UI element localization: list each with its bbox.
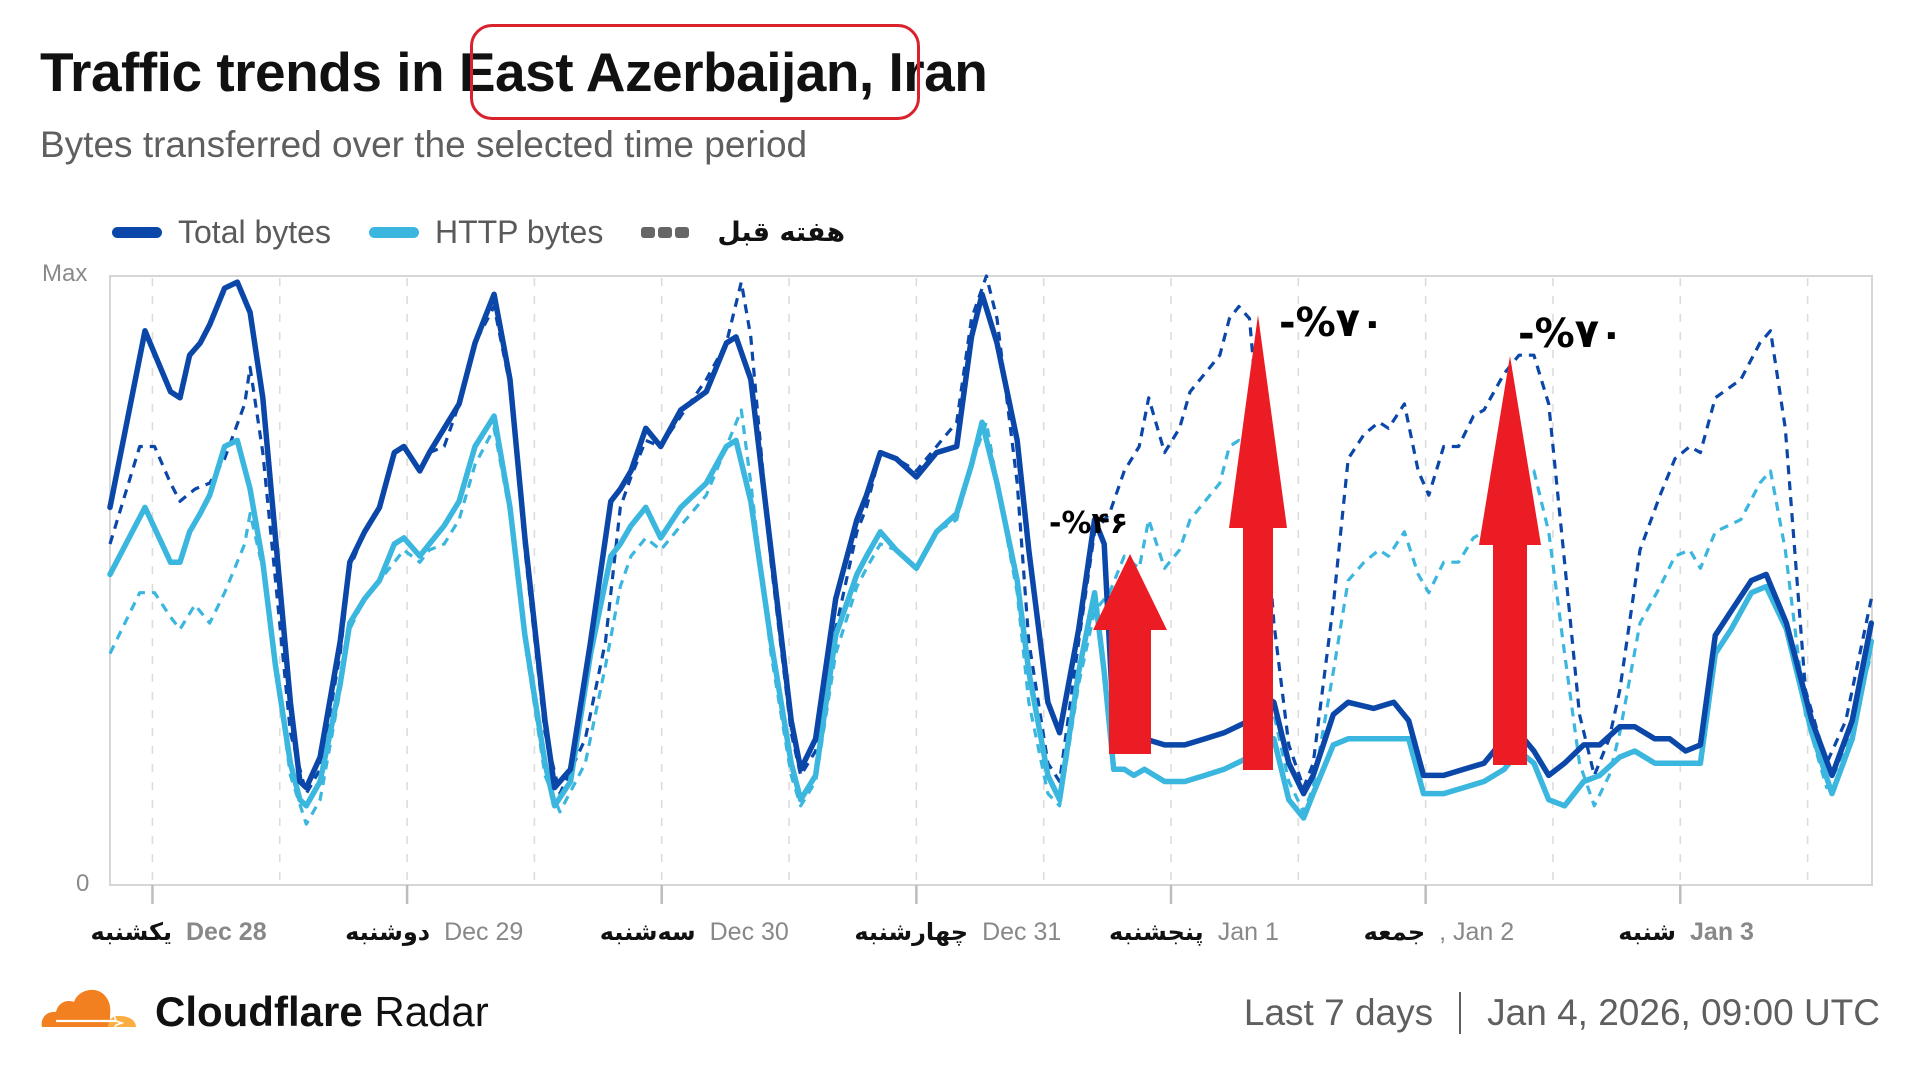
red-up-arrow-icon (1479, 356, 1541, 765)
total-line-swatch-icon (112, 226, 162, 238)
weekday-label-fa: چهارشنبه (854, 918, 969, 946)
total-line (107, 279, 1875, 797)
page-title: Traffic trends in East Azerbaijan, Iran (40, 40, 988, 104)
red-up-arrow-icon (1229, 315, 1287, 770)
title-prefix: Traffic trends in (40, 41, 459, 103)
http-line-swatch-icon (368, 226, 419, 238)
x-axis-label: چهارشنبه Dec 31 (854, 918, 1061, 947)
chart-legend: Total bytes HTTP bytes هفته قبل (112, 212, 883, 252)
legend-item-previous-week[interactable]: هفته قبل (641, 217, 845, 248)
page-subtitle: Bytes transferred over the selected time… (40, 124, 808, 165)
title-suffix: Iran (873, 41, 988, 103)
x-axis-label: سه‌شنبه Dec 30 (600, 918, 789, 947)
drop-percentage-annotation: -%۷۰ (1279, 300, 1385, 346)
y-axis-max-label: Max (42, 260, 88, 287)
previous-week-http-line (108, 408, 1873, 826)
date-label: Dec 30 (709, 918, 789, 946)
time-range: Last 7 days (1243, 992, 1434, 1033)
red-up-arrow-icon (1093, 554, 1167, 754)
x-axis-label: دوشنبه Dec 29 (345, 918, 523, 947)
cloudflare-cloud-icon (41, 989, 136, 1029)
brand-product: Radar (362, 988, 489, 1035)
footer-divider (1459, 992, 1462, 1034)
legend-item-http[interactable]: HTTP bytes (368, 213, 604, 251)
title-region: East Azerbaijan, (458, 41, 874, 103)
weekday-label-fa: سه‌شنبه (599, 918, 696, 946)
footer-meta: Last 7 days Jan 4, 2026, 09:00 UTC (1244, 992, 1880, 1034)
legend-item-total[interactable]: Total bytes (112, 214, 331, 251)
legend-label-previous-week: هفته قبل (717, 216, 846, 248)
x-axis-label: پنجشنبه Jan 1 (1109, 918, 1279, 947)
date-label: Jan 3 (1690, 918, 1754, 946)
weekday-label-fa: دوشنبه (345, 918, 431, 946)
data-timestamp: Jan 4, 2026, 09:00 UTC (1487, 992, 1880, 1033)
x-axis-label: جمعه , Jan 2 (1364, 918, 1515, 947)
date-label: Dec 29 (444, 918, 524, 946)
http-line (107, 413, 1875, 821)
plot-frame (109, 275, 1873, 886)
brand-name: Cloudflare (155, 988, 363, 1035)
dashed-line-swatch-icon (641, 226, 690, 238)
legend-label-http: HTTP bytes (434, 213, 604, 250)
x-axis-label: شنبه Jan 3 (1618, 918, 1754, 947)
drop-percentage-annotation: -%۷۰ (1518, 311, 1624, 357)
x-axis-label: یکشنبه Dec 28 (90, 918, 266, 947)
date-label: Dec 31 (982, 918, 1062, 946)
weekday-label-fa: شنبه (1618, 918, 1677, 946)
date-label: Dec 28 (185, 918, 267, 946)
y-axis-zero-label: 0 (76, 870, 90, 897)
weekday-label-fa: پنجشنبه (1109, 918, 1204, 946)
legend-label-total: Total bytes (178, 213, 331, 250)
date-label: Jan 1 (1217, 918, 1279, 946)
cloudflare-radar-brand: Cloudflare Radar (155, 988, 489, 1036)
region-highlight-box (470, 24, 920, 120)
weekday-label-fa: جمعه (1363, 918, 1426, 946)
weekday-label-fa: یکشنبه (90, 918, 172, 946)
date-label: , Jan 2 (1439, 918, 1515, 946)
drop-percentage-annotation: -%۴۶ (1049, 506, 1129, 541)
